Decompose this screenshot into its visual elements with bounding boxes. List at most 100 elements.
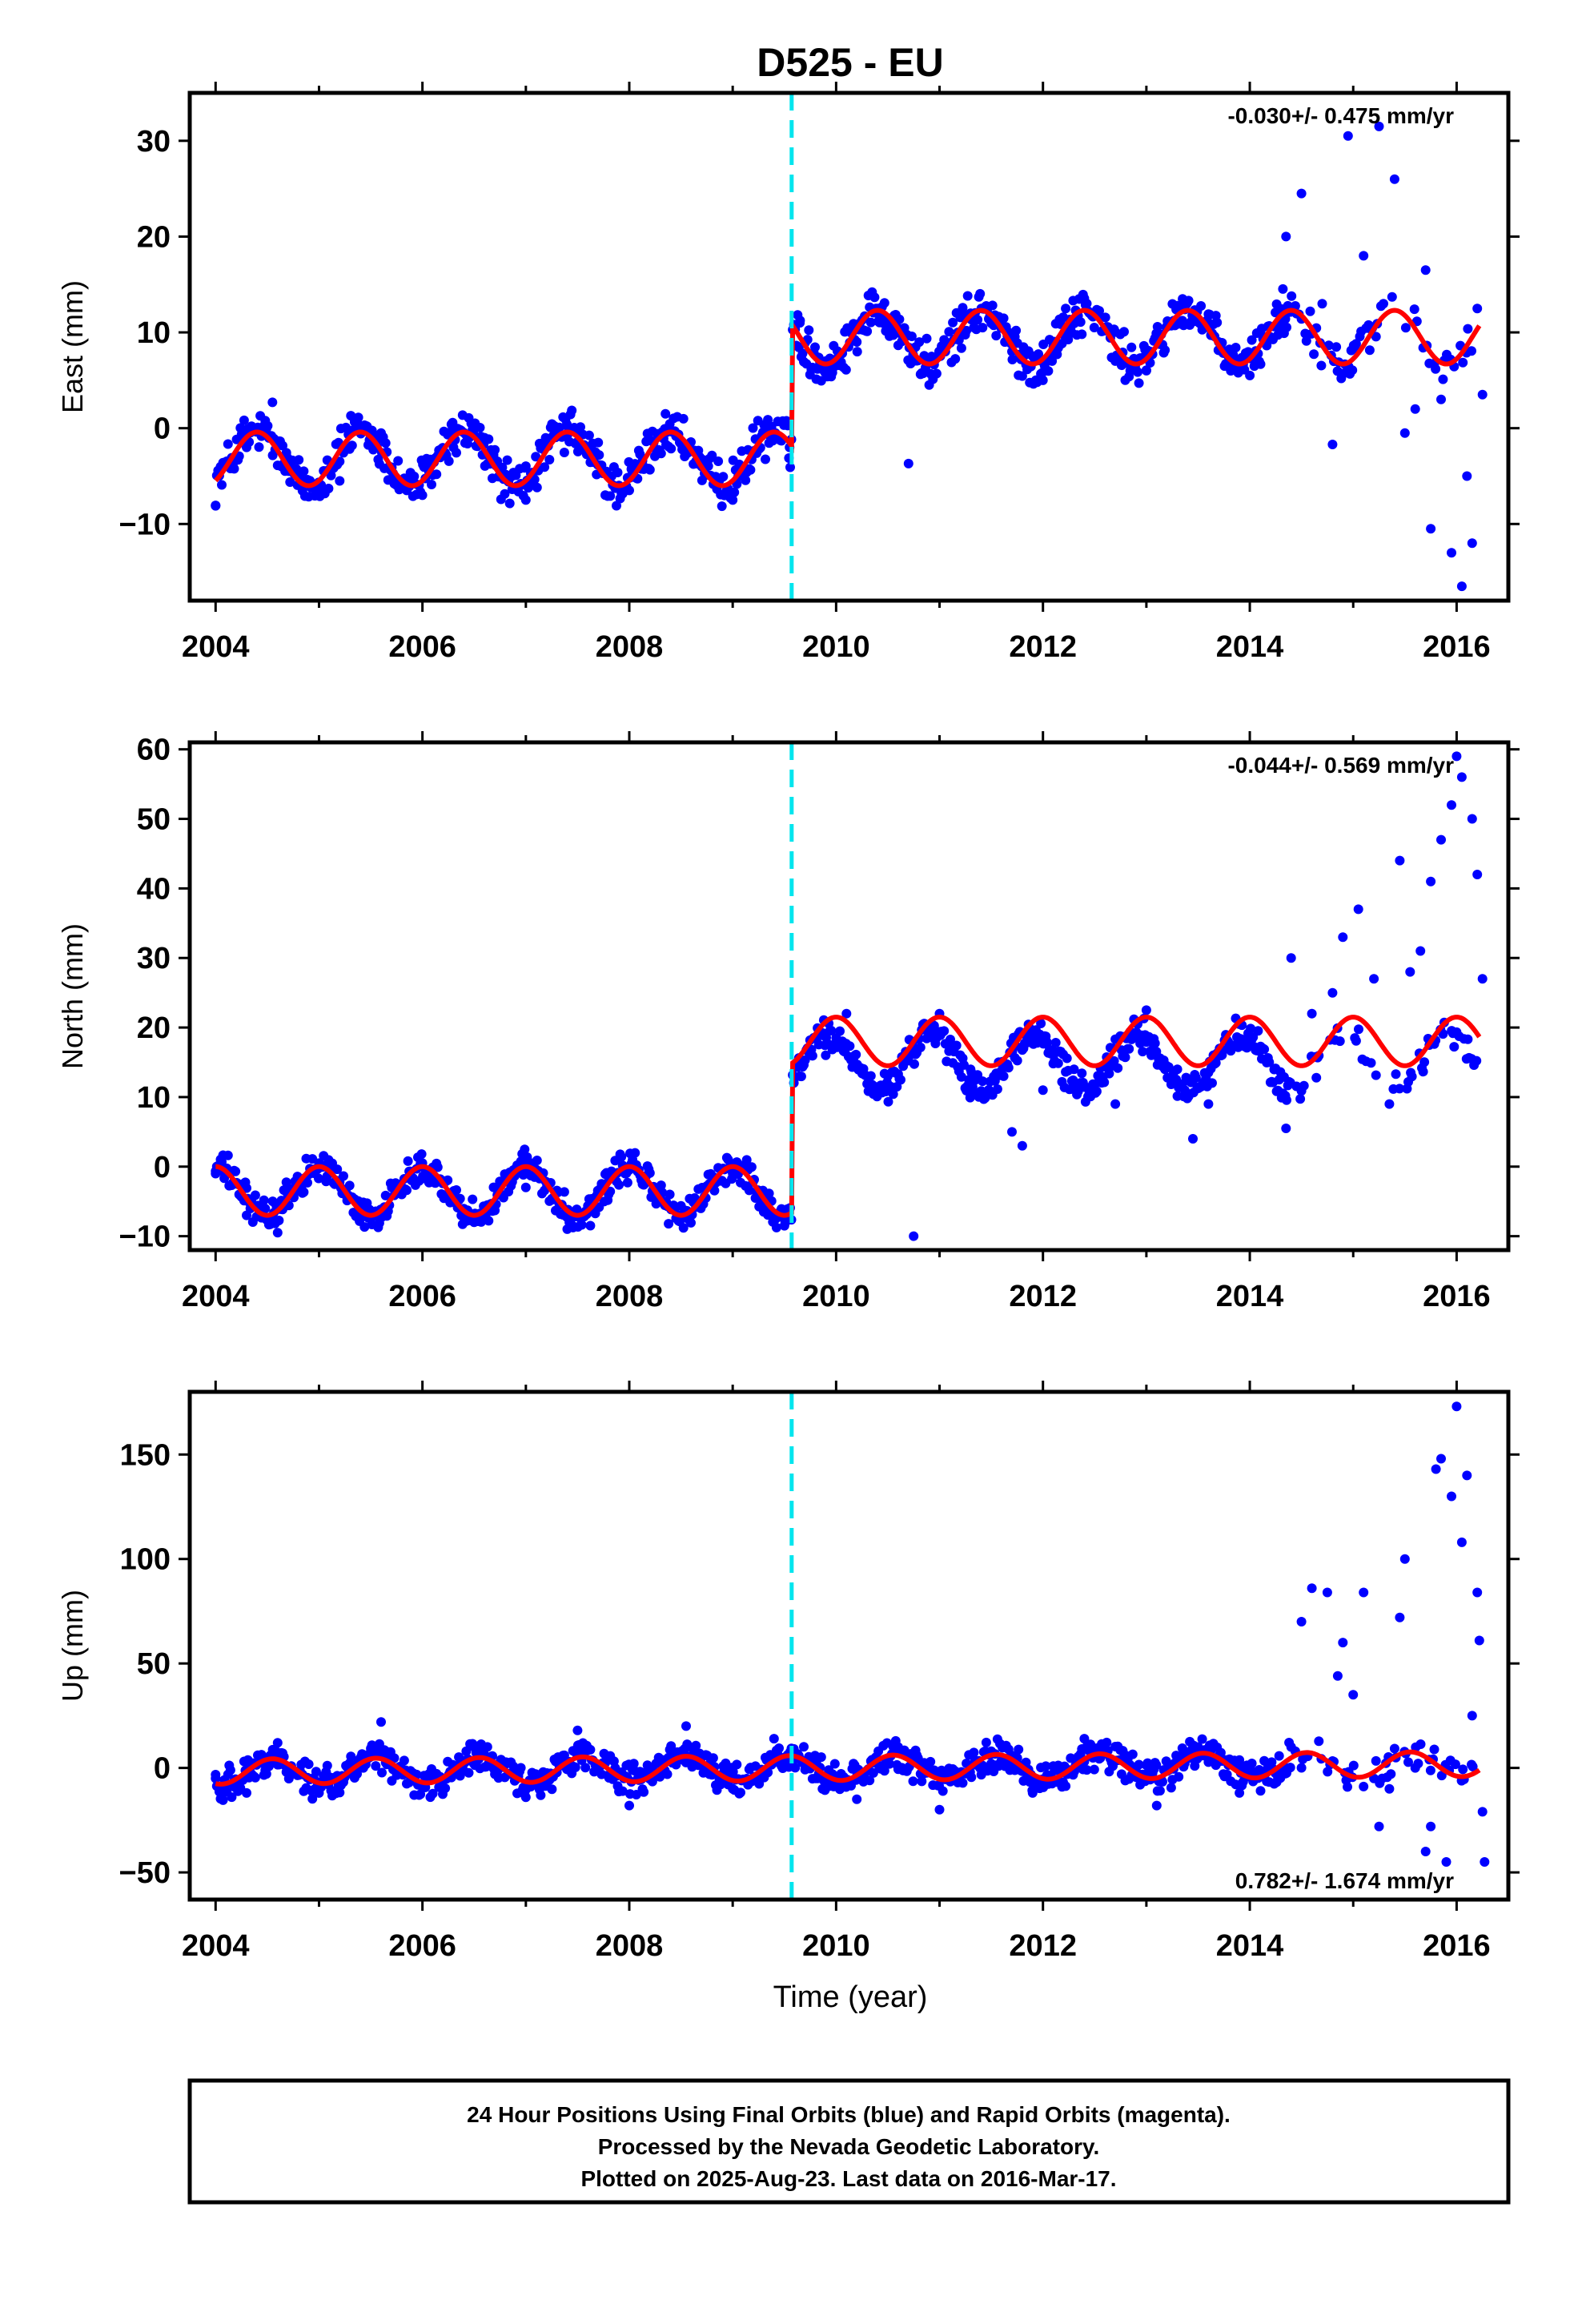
north-data-point bbox=[1203, 1099, 1214, 1109]
up-data-point bbox=[1399, 1554, 1410, 1564]
north-y-tick-label: 40 bbox=[137, 872, 171, 906]
up-data-point bbox=[617, 1786, 628, 1796]
north-data-point bbox=[1335, 1036, 1345, 1047]
north-data-point bbox=[1207, 1078, 1217, 1088]
north-data-point bbox=[845, 1041, 855, 1051]
east-data-point bbox=[294, 455, 304, 465]
north-data-point bbox=[1452, 751, 1462, 762]
east-data-point bbox=[239, 415, 249, 425]
north-data-point bbox=[339, 1171, 348, 1181]
east-data-point bbox=[852, 347, 862, 357]
up-data-point bbox=[1082, 1765, 1092, 1775]
east-data-point bbox=[562, 421, 572, 432]
east-data-point bbox=[1178, 294, 1188, 304]
east-data-point bbox=[1431, 364, 1441, 374]
up-data-point bbox=[376, 1717, 386, 1727]
east-data-point bbox=[1255, 359, 1266, 369]
north-data-point bbox=[559, 1187, 569, 1197]
north-data-point bbox=[242, 1183, 251, 1193]
north-data-point bbox=[1012, 1055, 1022, 1066]
east-data-point bbox=[903, 458, 913, 468]
east-data-point bbox=[567, 405, 577, 416]
east-data-point bbox=[417, 490, 428, 501]
north-data-point bbox=[865, 1071, 876, 1081]
north-data-point bbox=[1138, 1047, 1148, 1057]
north-data-point bbox=[1188, 1134, 1198, 1144]
east-data-point bbox=[795, 318, 805, 328]
north-data-point bbox=[1354, 1024, 1363, 1035]
up-data-point bbox=[958, 1778, 968, 1788]
east-data-point bbox=[1007, 355, 1018, 364]
up-data-point bbox=[934, 1804, 945, 1815]
up-data-point bbox=[926, 1756, 936, 1767]
east-data-point bbox=[644, 464, 655, 475]
up-data-point bbox=[1307, 1583, 1317, 1594]
north-data-point bbox=[1327, 987, 1338, 998]
up-data-point bbox=[966, 1772, 977, 1783]
north-x-tick-label: 2014 bbox=[1216, 1280, 1284, 1313]
north-data-point bbox=[520, 1144, 530, 1155]
up-data-point bbox=[1127, 1749, 1138, 1759]
north-data-point bbox=[303, 1177, 312, 1188]
north-data-point bbox=[744, 1185, 754, 1196]
up-data-point bbox=[1089, 1764, 1099, 1775]
north-data-point bbox=[532, 1156, 542, 1165]
east-data-point bbox=[1134, 378, 1144, 388]
up-data-point bbox=[520, 1792, 531, 1803]
north-data-point bbox=[1311, 1072, 1322, 1083]
east-data-point bbox=[1409, 304, 1419, 315]
east-data-point bbox=[1133, 367, 1142, 377]
up-data-point bbox=[728, 1767, 738, 1777]
north-data-point bbox=[1371, 1070, 1381, 1080]
east-data-point bbox=[962, 291, 973, 301]
east-data-point bbox=[576, 422, 585, 432]
up-data-point bbox=[1415, 1739, 1426, 1749]
up-data-point bbox=[261, 1769, 271, 1779]
up-data-point bbox=[572, 1725, 583, 1735]
east-data-point bbox=[593, 437, 604, 448]
north-y-tick-label: 10 bbox=[137, 1081, 171, 1115]
north-data-point bbox=[630, 1148, 640, 1158]
north-data-point bbox=[1104, 1068, 1114, 1079]
north-data-point bbox=[992, 1084, 1002, 1094]
east-data-point bbox=[1389, 174, 1399, 184]
east-data-point bbox=[661, 408, 671, 419]
up-data-point bbox=[736, 1787, 745, 1798]
up-data-point bbox=[639, 1787, 649, 1797]
east-data-point bbox=[335, 476, 345, 486]
x-axis-label: Time (year) bbox=[773, 1980, 928, 2014]
up-data-point bbox=[1389, 1743, 1399, 1754]
up-data-point bbox=[1151, 1800, 1162, 1811]
east-data-point bbox=[1278, 283, 1288, 294]
up-data-point bbox=[1359, 1587, 1369, 1598]
up-data-point bbox=[1338, 1638, 1348, 1648]
east-data-point bbox=[678, 413, 689, 424]
east-data-point bbox=[894, 314, 905, 324]
up-data-point bbox=[1447, 1491, 1456, 1502]
up-data-point bbox=[227, 1792, 237, 1803]
north-x-tick-label: 2008 bbox=[596, 1280, 664, 1313]
north-data-point bbox=[1395, 855, 1405, 866]
up-data-point bbox=[377, 1767, 387, 1778]
east-data-point bbox=[211, 501, 221, 511]
up-y-tick-label: 100 bbox=[120, 1543, 171, 1577]
north-data-point bbox=[821, 1050, 831, 1060]
up-data-point bbox=[1431, 1464, 1441, 1474]
up-data-point bbox=[1079, 1734, 1090, 1744]
east-data-point bbox=[1309, 349, 1319, 360]
east-data-point bbox=[1379, 299, 1388, 309]
east-data-point bbox=[1458, 357, 1468, 368]
east-data-point bbox=[707, 450, 717, 460]
up-data-point bbox=[1426, 1821, 1436, 1831]
east-data-point bbox=[1410, 404, 1420, 414]
east-data-point bbox=[1110, 356, 1121, 366]
east-data-point bbox=[448, 442, 459, 452]
up-data-point bbox=[440, 1783, 451, 1793]
north-data-point bbox=[1369, 974, 1379, 984]
east-data-point bbox=[1061, 304, 1071, 314]
up-data-point bbox=[1441, 1857, 1452, 1867]
east-data-point bbox=[335, 456, 345, 467]
east-data-point bbox=[728, 495, 738, 505]
east-data-point bbox=[559, 448, 569, 457]
